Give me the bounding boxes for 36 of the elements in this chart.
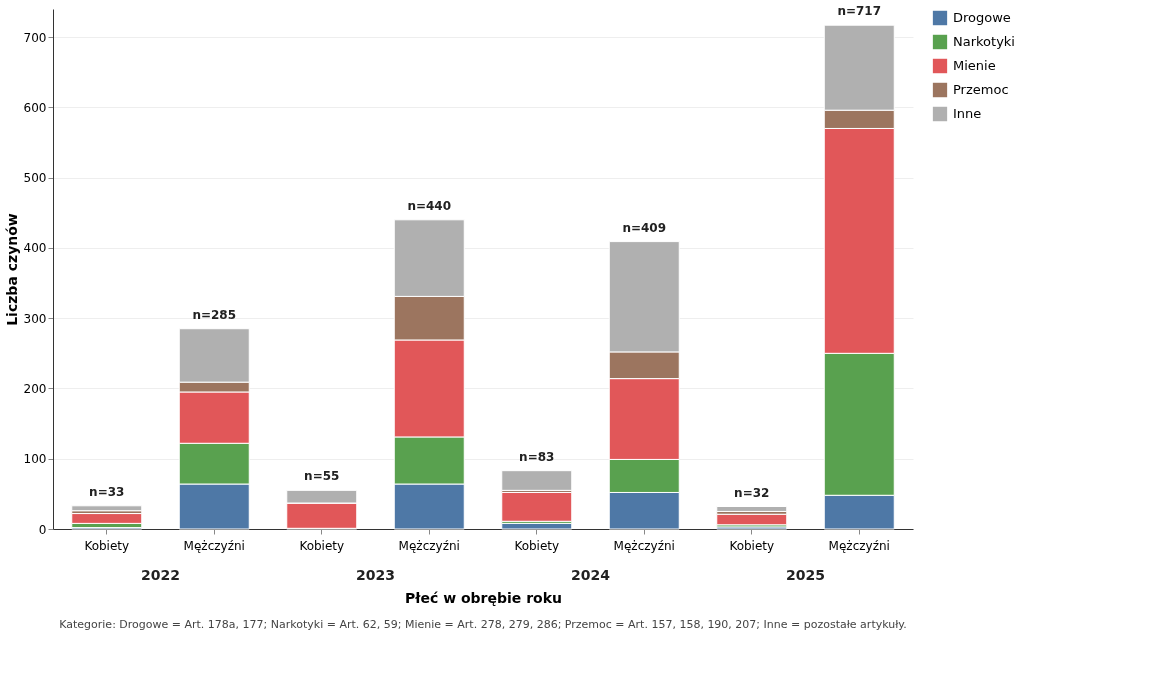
x-tick-label: Kobiety (84, 538, 130, 553)
total-label: n=33 (89, 484, 125, 499)
y-tick-label: 700 (23, 30, 47, 45)
legend-label: Przemoc (953, 82, 1009, 97)
total-label: n=409 (622, 220, 667, 235)
text: 2025 (786, 567, 825, 583)
total-label: n=440 (407, 198, 452, 213)
x-tick-label: Kobiety (299, 538, 345, 553)
y-axis-title: Liczba czynów (3, 213, 20, 326)
x-axis-title: Płeć w obrębie roku (405, 589, 562, 606)
total-label: n=55 (304, 469, 340, 484)
y-tick-label: 0 (38, 522, 47, 537)
y-tick-label: 100 (23, 452, 47, 467)
x-tick-label: Kobiety (729, 538, 775, 553)
legend-label: Drogowe (953, 10, 1011, 25)
y-tick-label: 500 (23, 171, 47, 186)
legend-label: Inne (953, 106, 982, 121)
text: 2023 (356, 567, 395, 583)
y-tick-label: 600 (23, 100, 47, 115)
total-label: n=83 (519, 449, 555, 464)
legend-label: Narkotyki (953, 34, 1015, 49)
text: 2022 (141, 567, 180, 583)
total-label: n=32 (734, 485, 770, 500)
text: Kategorie: Drogowe = Art. 178a, 177; Narkotyki = Art. 62, 59; Mienie = Art. 278, 279, 286; Przemoc = Art. 157, 158, 190, 207; Inne = pozostałe artykuły. (59, 618, 907, 631)
legend-label: Mienie (953, 58, 996, 73)
text: 2024 (571, 567, 611, 583)
x-tick-label: Mężczyźni (613, 538, 675, 553)
x-tick-label: Mężczyźni (398, 538, 460, 553)
x-tick-label: Kobiety (514, 538, 560, 553)
y-tick-label: 300 (23, 311, 47, 326)
total-label: n=717 (837, 4, 882, 19)
y-tick-label: 200 (23, 381, 47, 396)
x-tick-label: Mężczyźni (183, 538, 245, 553)
x-tick-label: Mężczyźni (828, 538, 890, 553)
y-tick-label: 400 (23, 241, 47, 256)
total-label: n=285 (192, 307, 237, 322)
